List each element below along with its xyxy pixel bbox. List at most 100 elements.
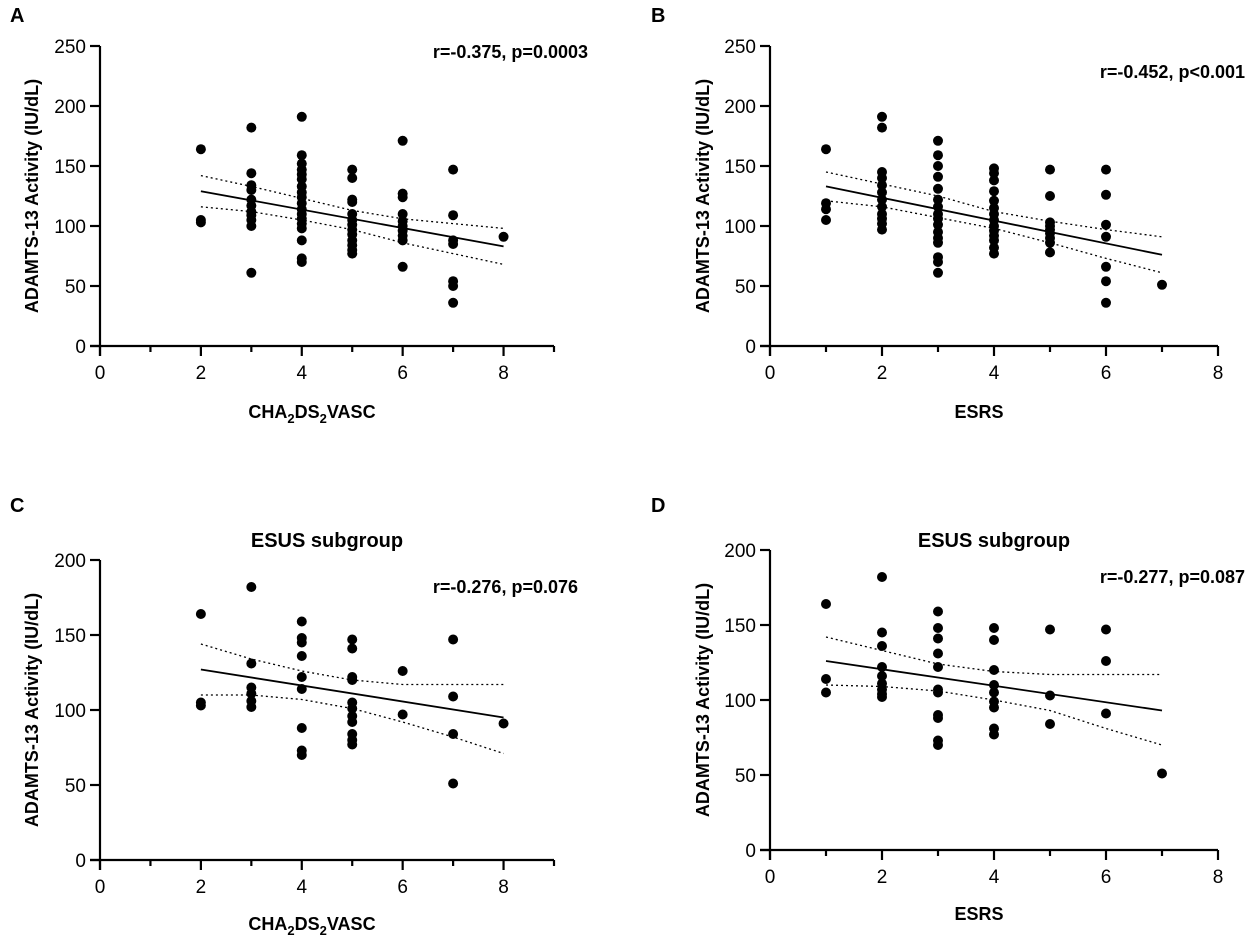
data-point	[877, 627, 887, 638]
data-point	[1045, 191, 1055, 201]
data-point	[933, 257, 943, 267]
y-tick-label: 50	[735, 277, 756, 298]
data-point	[296, 150, 307, 161]
data-point	[1157, 279, 1167, 290]
y-axis-label: ADAMTS-13 Activity (IU/dL)	[22, 79, 42, 313]
y-tick-label: 200	[54, 97, 86, 118]
data-point	[246, 122, 257, 133]
x-tick-label: 8	[498, 877, 509, 898]
data-point	[347, 643, 358, 654]
data-point	[246, 688, 257, 699]
data-point	[1101, 276, 1111, 287]
data-point	[989, 623, 999, 633]
data-point	[448, 281, 459, 291]
y-axis-label: ADAMTS-13 Activity (IU/dL)	[693, 79, 713, 313]
data-point	[246, 582, 257, 592]
data-point	[448, 210, 459, 221]
correlation-annotation: r=-0.276, p=0.076	[433, 577, 578, 597]
data-point	[989, 186, 999, 197]
data-point	[448, 634, 459, 645]
data-point	[246, 702, 257, 712]
y-tick-label: 250	[54, 37, 86, 58]
y-tick-label: 150	[724, 157, 756, 178]
data-point	[933, 150, 943, 161]
data-point	[933, 648, 943, 659]
x-tick-label: 8	[1213, 363, 1224, 384]
data-point	[195, 144, 206, 155]
data-point	[296, 684, 307, 694]
data-point	[989, 665, 999, 675]
y-axis-label: ADAMTS-13 Activity (IU/dL)	[22, 593, 42, 827]
data-point	[877, 111, 887, 122]
y-tick-label: 0	[745, 841, 756, 862]
data-point	[246, 168, 257, 179]
data-point	[397, 261, 408, 272]
data-point	[877, 180, 887, 191]
y-tick-label: 250	[724, 37, 756, 58]
data-point	[397, 192, 408, 203]
data-point	[347, 739, 358, 750]
data-point	[877, 201, 887, 212]
x-tick-label: 2	[196, 363, 207, 384]
panel-letter: D	[651, 495, 665, 517]
y-tick-label: 200	[724, 541, 756, 562]
data-point	[877, 572, 887, 582]
data-point	[347, 173, 358, 183]
data-point	[296, 651, 307, 661]
panel-letter: C	[10, 495, 24, 517]
data-point	[877, 641, 887, 651]
data-point	[821, 687, 831, 698]
x-tick-label: 2	[196, 877, 207, 898]
data-point	[195, 700, 206, 711]
y-tick-label: 150	[54, 626, 86, 647]
panel-a: A 0 50 100 150 200 250 0 2 4 6 8 CHA2DS2VASC ADAMTS-1…	[10, 5, 588, 426]
data-point	[296, 637, 307, 648]
data-point	[821, 599, 831, 609]
x-axis-label: ESRS	[954, 402, 1003, 422]
data-point	[877, 173, 887, 183]
data-point	[347, 248, 358, 259]
y-tick-label: 100	[54, 217, 86, 238]
data-point	[296, 235, 307, 246]
y-tick-label: 100	[724, 217, 756, 238]
data-point	[1045, 719, 1055, 729]
data-point	[347, 717, 358, 727]
x-tick-label: 6	[397, 877, 408, 898]
x-axis-label: CHA2DS2VASC	[248, 402, 375, 426]
y-tick-label: 100	[724, 691, 756, 712]
chart-title: ESUS subgroup	[251, 530, 403, 552]
data-point	[296, 174, 307, 185]
data-point	[933, 183, 943, 194]
panel-c: C ESUS subgroup 0 50 100 150 200 0 2 4 6 8 CHA2DS2VA…	[10, 495, 578, 938]
data-point	[989, 175, 999, 186]
data-point	[1045, 237, 1055, 248]
x-tick-label: 0	[95, 363, 106, 384]
x-tick-label: 0	[765, 363, 776, 384]
data-point	[1101, 297, 1111, 308]
data-point	[933, 135, 943, 146]
x-tick-label: 4	[989, 363, 1000, 384]
data-point	[347, 675, 358, 685]
chart-title: ESUS subgroup	[918, 530, 1070, 552]
data-point	[448, 297, 459, 308]
data-point	[933, 194, 943, 205]
y-tick-label: 50	[65, 277, 86, 298]
data-point	[1101, 261, 1111, 272]
data-point	[397, 666, 408, 676]
data-point	[296, 672, 307, 682]
data-point	[989, 687, 999, 698]
data-point	[1101, 164, 1111, 175]
panel-letter: B	[651, 5, 665, 27]
data-point	[989, 168, 999, 179]
data-point	[1045, 164, 1055, 175]
data-point	[397, 135, 408, 146]
data-point	[448, 778, 459, 789]
x-tick-label: 4	[296, 877, 307, 898]
y-tick-label: 150	[724, 616, 756, 637]
data-point	[1045, 690, 1055, 701]
data-point	[989, 195, 999, 206]
data-point	[347, 197, 358, 207]
x-tick-label: 2	[877, 363, 888, 384]
data-point	[347, 164, 358, 175]
